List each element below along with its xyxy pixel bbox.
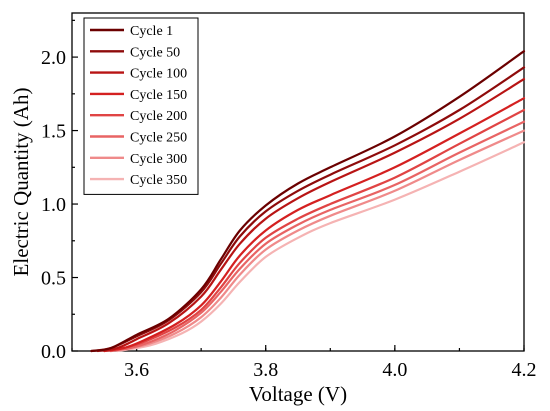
series-line-cycle-250 [109,120,526,353]
y-tick-label: 0.0 [41,341,66,363]
legend: Cycle 1 Cycle 50 Cycle 100 Cycle 150 Cycle 2… [83,17,199,195]
x-tick-label: 4.0 [382,359,407,381]
y-tick-label: 0.5 [41,268,66,290]
series-line-cycle-350 [116,141,526,353]
y-axis-title: Electric Quantity (Ah) [9,88,33,277]
legend-label: Cycle 350 [130,173,187,188]
legend-label: Cycle 250 [130,131,187,146]
x-tick-label: 3.8 [253,359,278,381]
legend-box [83,17,199,195]
series-line-cycle-200 [103,108,526,353]
y-axis: 0.0 0.5 1.0 1.5 2.0 [41,19,78,363]
series-line-cycle-300 [109,129,526,353]
y-tick-label: 2.0 [41,47,66,69]
y-tick-label: 1.0 [41,194,66,216]
series-layer [90,50,526,353]
legend-label: Cycle 200 [130,109,187,124]
series-line-cycle-50 [90,66,526,353]
legend-label: Cycle 150 [130,88,187,103]
series-line-cycle-150 [103,97,526,353]
plot-frame [71,12,525,352]
legend-label: Cycle 1 [130,24,173,39]
legend-label: Cycle 100 [130,67,187,82]
x-axis: 3.6 3.8 4.0 4.2 [71,345,537,381]
plot-border [71,12,525,352]
x-axis-title: Voltage (V) [249,382,347,406]
y-tick-label: 1.5 [41,121,66,143]
series-line-cycle-100 [96,78,526,353]
legend-label: Cycle 50 [130,45,180,60]
x-tick-label: 3.6 [124,359,149,381]
series-line-cycle-1 [90,50,526,353]
x-tick-label: 4.2 [512,359,537,381]
legend-label: Cycle 300 [130,152,187,167]
